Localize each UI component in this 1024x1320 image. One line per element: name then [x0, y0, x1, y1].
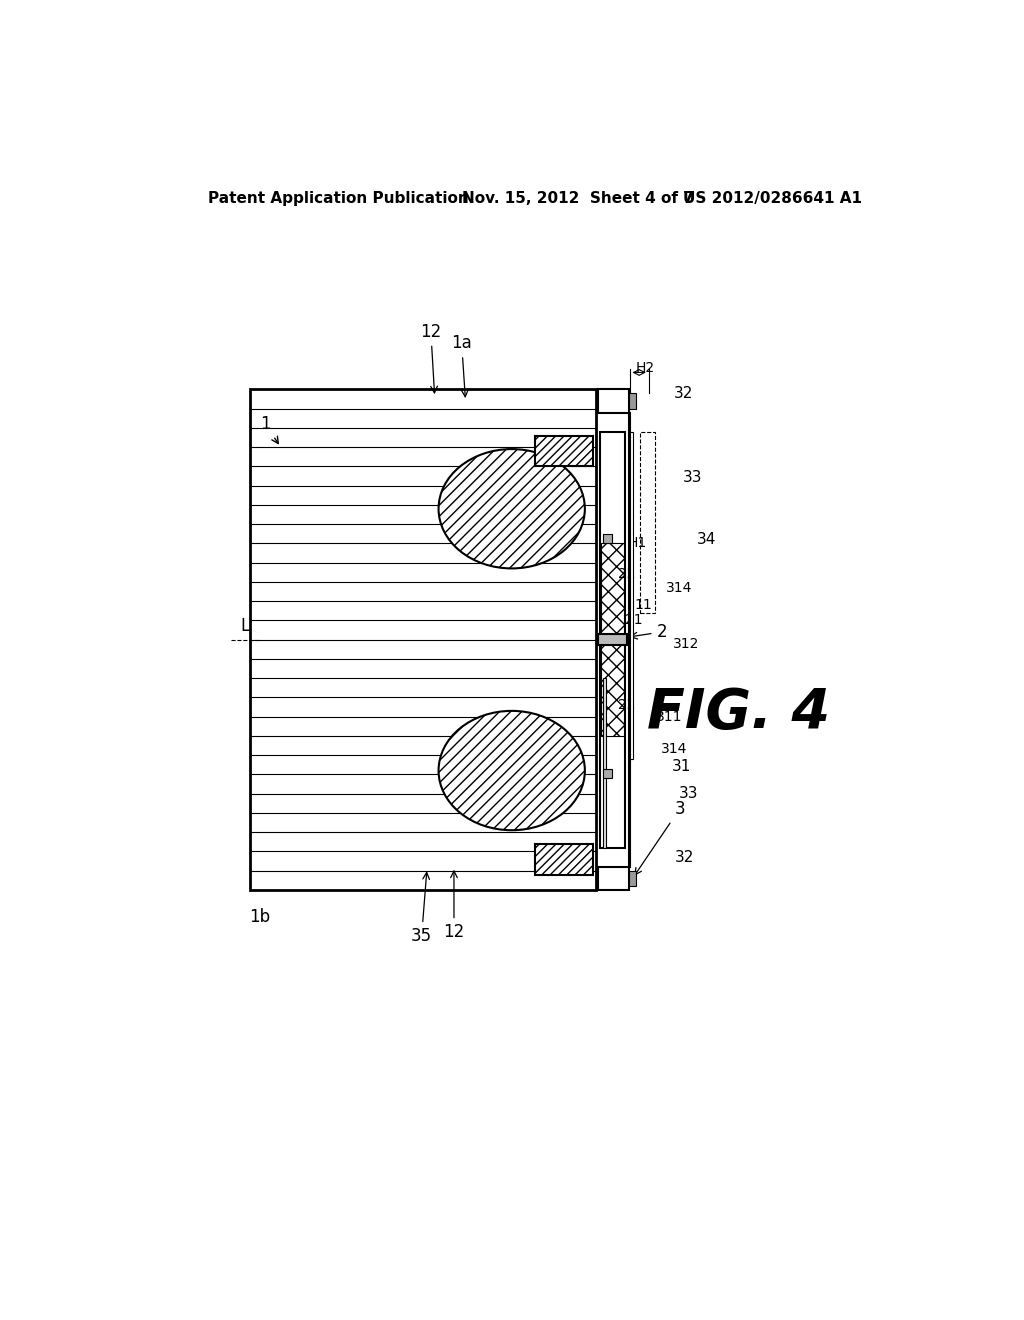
Bar: [640, 432, 655, 612]
Bar: [629, 393, 637, 409]
Text: 12: 12: [420, 322, 441, 393]
Text: 33: 33: [683, 470, 702, 486]
Text: 11: 11: [635, 598, 652, 612]
Text: 21: 21: [626, 614, 643, 627]
Text: 32: 32: [675, 850, 694, 865]
Text: L: L: [240, 616, 249, 635]
Text: 34: 34: [697, 532, 716, 546]
Bar: [598, 867, 629, 890]
Text: 33: 33: [679, 787, 698, 801]
Text: 35: 35: [411, 873, 432, 945]
Text: 1b: 1b: [250, 908, 270, 925]
Text: 1a: 1a: [452, 334, 472, 397]
Bar: [602, 770, 611, 779]
Text: 1: 1: [260, 414, 279, 444]
Text: H1: H1: [628, 536, 647, 550]
Text: Nov. 15, 2012  Sheet 4 of 7: Nov. 15, 2012 Sheet 4 of 7: [462, 191, 693, 206]
Text: US 2012/0286641 A1: US 2012/0286641 A1: [683, 191, 862, 206]
Bar: [629, 871, 637, 886]
Bar: [598, 389, 629, 412]
Text: 12: 12: [443, 871, 465, 941]
Ellipse shape: [438, 711, 585, 830]
Ellipse shape: [438, 449, 585, 569]
Text: 32: 32: [674, 385, 693, 401]
Bar: [602, 535, 611, 544]
Text: 2: 2: [631, 623, 668, 642]
Text: 311: 311: [656, 710, 683, 723]
Bar: [600, 432, 625, 847]
Bar: [601, 544, 625, 737]
Text: 22: 22: [617, 698, 635, 711]
Text: 22: 22: [617, 568, 635, 581]
Bar: [250, 389, 596, 890]
Bar: [602, 678, 606, 847]
Text: 3: 3: [635, 800, 685, 875]
Text: 314: 314: [662, 742, 687, 756]
Text: Patent Application Publication: Patent Application Publication: [208, 191, 468, 206]
Text: H2: H2: [635, 360, 654, 375]
Bar: [535, 436, 593, 466]
Text: 314: 314: [666, 581, 692, 595]
Text: FIG. 4: FIG. 4: [647, 686, 830, 739]
Text: 312: 312: [674, 636, 699, 651]
Bar: [630, 432, 634, 759]
Text: 31: 31: [672, 759, 691, 775]
Bar: [535, 843, 593, 875]
Bar: [598, 635, 628, 645]
